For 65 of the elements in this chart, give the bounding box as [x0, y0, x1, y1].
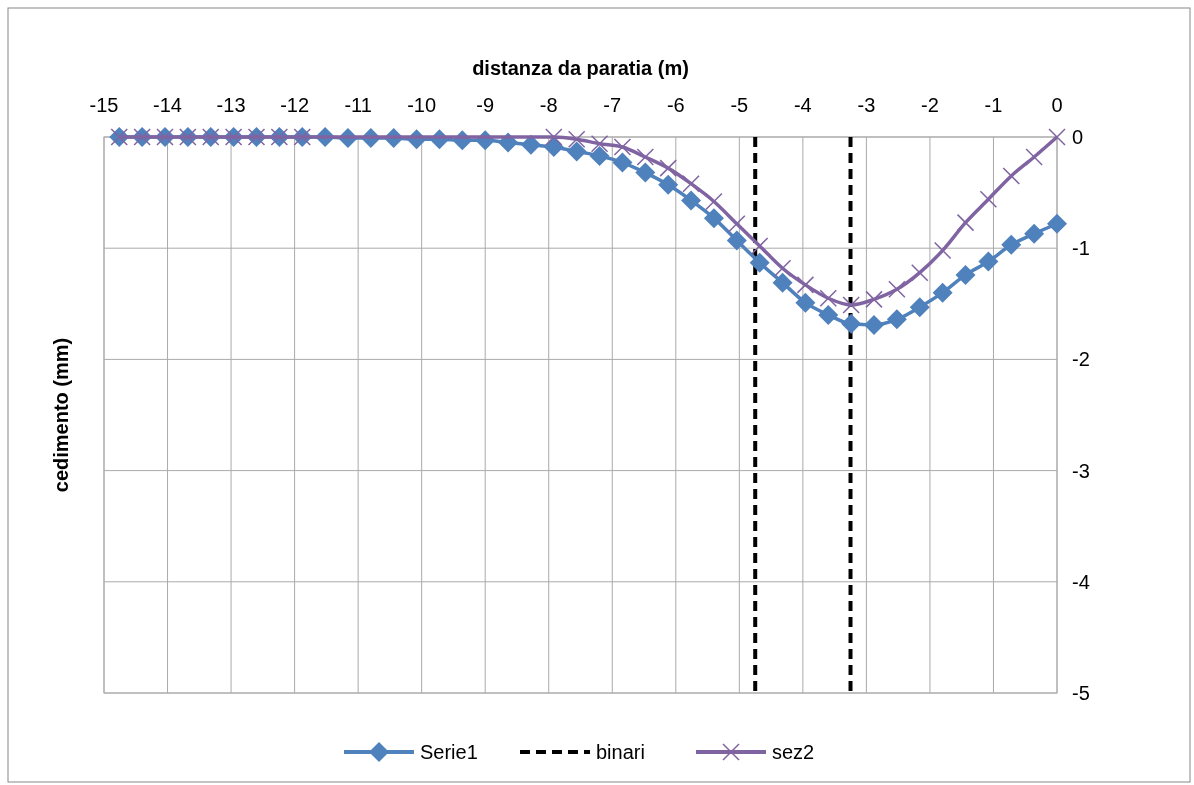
x-tick-label: -13 — [216, 94, 246, 116]
point — [1001, 234, 1022, 255]
point — [886, 309, 907, 330]
y-tick-label: -4 — [1072, 570, 1090, 593]
point — [567, 130, 586, 148]
point — [1048, 128, 1066, 146]
legend-label: Serie1 — [420, 741, 478, 763]
legend-label: binari — [596, 741, 645, 763]
point — [909, 297, 930, 318]
y-axis-title: cedimento (mm) — [50, 337, 72, 493]
point — [681, 190, 702, 211]
x-tick-label: -5 — [730, 94, 749, 116]
x-tick-label: -7 — [603, 94, 622, 116]
point — [612, 152, 633, 173]
point — [682, 174, 700, 193]
point — [705, 192, 723, 211]
point — [659, 159, 677, 177]
legend-label: sez2 — [772, 741, 815, 763]
y-tick-label: -5 — [1072, 682, 1090, 704]
point — [566, 141, 587, 162]
point — [1047, 213, 1067, 234]
point — [842, 296, 860, 314]
point — [636, 148, 655, 166]
x-tick-label: -9 — [476, 94, 495, 116]
point — [590, 134, 609, 153]
point — [978, 251, 999, 272]
point — [658, 174, 679, 195]
point — [864, 314, 885, 335]
x-tick-label: -15 — [89, 94, 119, 116]
x-tick-label: 0 — [1051, 94, 1063, 116]
point — [865, 290, 883, 309]
point — [613, 138, 632, 156]
x-tick-label: -4 — [793, 94, 812, 116]
x-tick-label: -3 — [857, 94, 876, 116]
y-tick-label: -3 — [1072, 459, 1090, 482]
y-tick-label: -1 — [1072, 237, 1090, 260]
point — [796, 276, 815, 294]
point — [932, 282, 953, 303]
point — [772, 272, 793, 293]
x-tick-label: -14 — [153, 94, 182, 116]
y-tick-label: -2 — [1072, 348, 1090, 371]
point — [795, 292, 816, 313]
point — [888, 280, 906, 299]
point — [589, 145, 610, 166]
x-tick-label: -6 — [666, 94, 685, 116]
x-tick-label: -12 — [280, 94, 310, 116]
x-tick-label: -10 — [407, 94, 437, 116]
x-tick-label: -11 — [344, 94, 372, 116]
point — [703, 208, 724, 229]
x-tick-label: -2 — [921, 94, 939, 116]
point — [726, 230, 747, 251]
point — [635, 162, 656, 183]
point — [543, 137, 564, 158]
point — [841, 313, 862, 334]
y-tick-label: 0 — [1072, 126, 1084, 148]
point — [1024, 223, 1045, 244]
x-axis-title: distanza da paratia (m) — [472, 57, 689, 79]
point — [1002, 167, 1021, 185]
point — [545, 128, 563, 146]
x-tick-label: -1 — [984, 94, 1003, 116]
point — [818, 304, 839, 325]
x-tick-label: -8 — [539, 94, 558, 116]
point — [955, 264, 976, 285]
point — [819, 289, 838, 307]
point — [749, 252, 770, 273]
